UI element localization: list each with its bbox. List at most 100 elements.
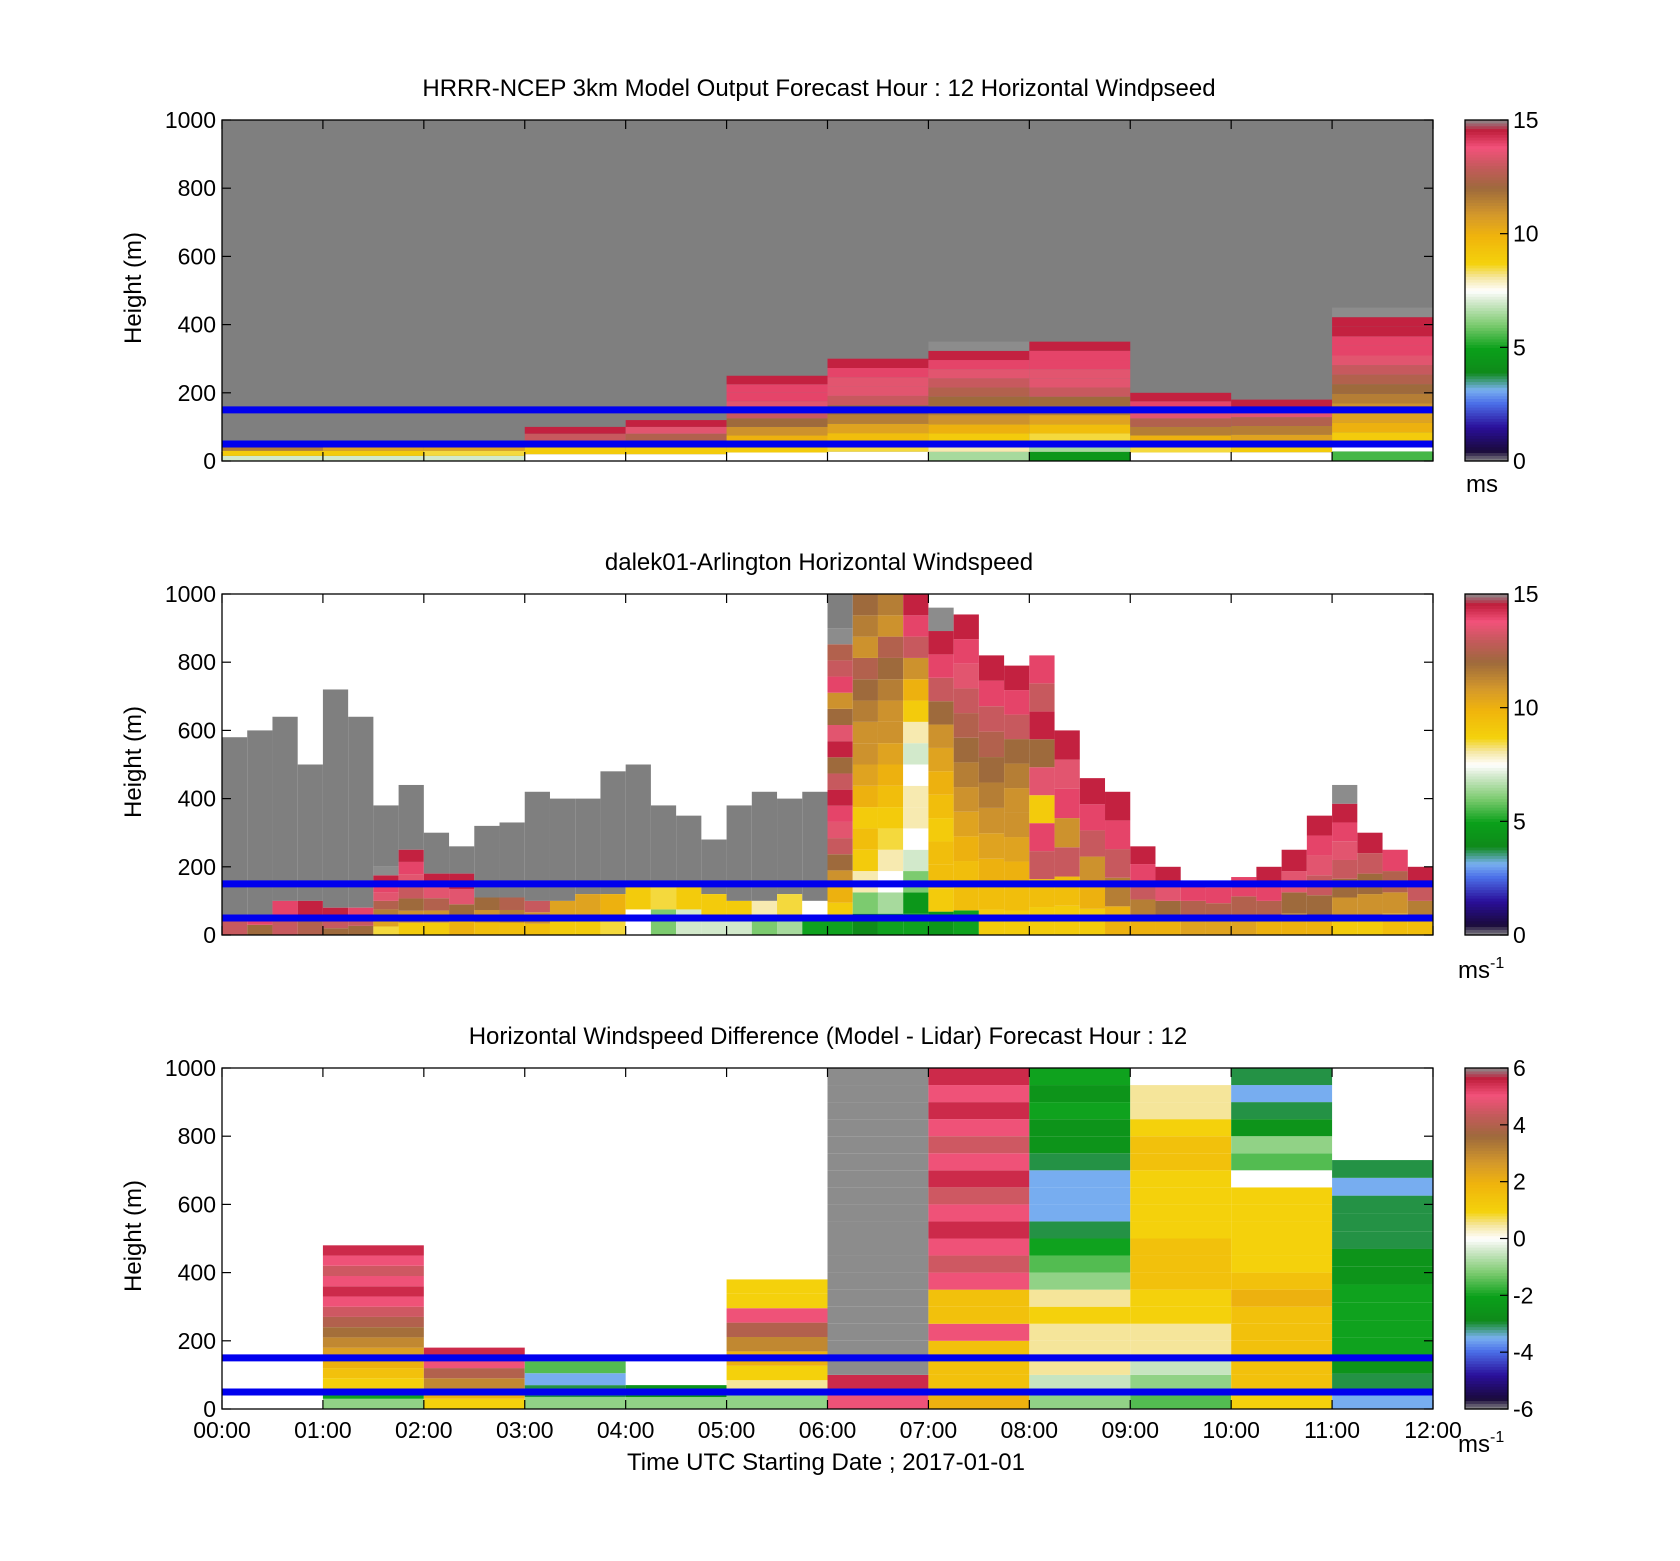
colorbar-segment: [1465, 1102, 1508, 1106]
colorbar-segment: [1465, 1349, 1508, 1353]
heatmap-cell: [1332, 784, 1358, 804]
lidar-gray-cell: [322, 689, 349, 908]
colorbar-segment: [1465, 426, 1508, 431]
heatmap-cell: [1332, 451, 1433, 461]
colorbar-segment: [1465, 364, 1508, 368]
lidar-gray-cell: [222, 737, 248, 915]
heatmap-cell: [928, 654, 954, 678]
heatmap-cell: [827, 1187, 929, 1205]
colorbar-segment: [1465, 293, 1508, 297]
heatmap-cell: [1231, 1187, 1333, 1205]
colorbar-segment: [1465, 795, 1508, 800]
y-tick-label: 600: [178, 717, 216, 743]
heatmap-cell: [978, 884, 1005, 910]
heatmap-cell: [1029, 1136, 1131, 1154]
colorbar-segment: [1465, 693, 1508, 697]
colorbar-segment: [1465, 1363, 1508, 1367]
heatmap-cell: [903, 849, 929, 872]
panel-model-ylabel: Height (m): [120, 232, 147, 344]
heatmap-cell: [1332, 1213, 1433, 1232]
heatmap-cell: [1105, 791, 1131, 821]
heatmap-cell: [423, 922, 450, 935]
heatmap-cell: [928, 451, 1030, 461]
colorbar-segment: [1465, 736, 1508, 740]
colorbar-segment: [1465, 338, 1508, 343]
colorbar-segment: [1465, 713, 1508, 717]
colorbar-segment: [1465, 755, 1508, 760]
colorbar-segment: [1465, 881, 1508, 885]
heatmap-cell: [777, 894, 803, 915]
colorbar-segment: [1465, 452, 1508, 456]
heatmap-cell: [1332, 897, 1358, 917]
heatmap-cell: [928, 724, 954, 748]
colorbar-segment: [1465, 137, 1508, 141]
heatmap-cell: [827, 708, 853, 726]
heatmap-cell: [1029, 1102, 1131, 1120]
colorbar-segment: [1465, 168, 1508, 172]
heatmap-cell: [827, 1136, 929, 1154]
heatmap-cell: [877, 594, 904, 616]
colorbar-segment: [1465, 1295, 1508, 1299]
colorbar-segment: [1465, 176, 1508, 181]
heatmap-cell: [322, 1368, 424, 1379]
y-tick-label: 1000: [165, 1055, 216, 1081]
heatmap-cell: [726, 435, 828, 444]
colorbar-segment: [1465, 812, 1508, 817]
heatmap-cell: [1231, 1085, 1333, 1103]
heatmap-cell: [322, 1378, 424, 1389]
colorbar-segment: [1465, 605, 1508, 609]
colorbar-segment: [1465, 358, 1508, 363]
heatmap-cell: [852, 615, 878, 637]
heatmap-cell: [625, 433, 727, 441]
colorbar-segment: [1465, 287, 1508, 292]
colorbar-segment: [1465, 1303, 1508, 1308]
heatmap-cell: [625, 447, 727, 455]
heatmap-cell: [1306, 855, 1333, 876]
heatmap-cell: [877, 828, 904, 850]
heatmap-cell: [827, 725, 853, 742]
heatmap-cell: [423, 455, 525, 461]
heatmap-cell: [398, 886, 424, 899]
heatmap-cell: [1004, 763, 1030, 789]
panel-lidar-title: dalek01-Arlington Horizontal Windspeed: [605, 549, 1033, 576]
colorbar-segment: [1465, 792, 1508, 797]
heatmap-cell: [827, 423, 929, 434]
colorbar-segment: [1465, 341, 1508, 346]
colorbar-segment: [1465, 429, 1508, 434]
colorbar-segment: [1465, 392, 1508, 397]
colorbar-segment: [1465, 1130, 1508, 1134]
heatmap-cell: [827, 886, 853, 903]
heatmap-cell: [1382, 892, 1408, 914]
colorbar-segment: [1465, 1229, 1508, 1234]
colorbar-segment: [1465, 903, 1508, 908]
colorbar-segment: [1465, 1340, 1508, 1345]
heatmap-cell: [726, 1279, 828, 1294]
heatmap-cell: [1231, 399, 1333, 409]
lidar-gray-cell: [449, 846, 475, 874]
lidar-gray-cell: [423, 832, 450, 874]
colorbar-segment: [1465, 372, 1508, 377]
colorbar-segment: [1465, 1232, 1508, 1237]
colorbar-segment: [1465, 1366, 1508, 1370]
colorbar-segment: [1465, 608, 1508, 612]
colorbar-segment: [1465, 613, 1508, 618]
colorbar-segment: [1465, 1170, 1508, 1174]
heatmap-cell: [549, 900, 576, 918]
heatmap-cell: [1130, 443, 1232, 453]
heatmap-cell: [928, 1289, 1030, 1307]
colorbar-segment: [1465, 142, 1508, 147]
heatmap-cell: [1231, 1136, 1333, 1154]
heatmap-cell: [373, 900, 399, 910]
heatmap-cell: [827, 838, 853, 855]
colorbar-segment: [1465, 1318, 1508, 1322]
colorbar-segment: [1465, 1247, 1508, 1251]
colorbar-segment: [1465, 1073, 1508, 1078]
lidar-gray-cell: [373, 805, 399, 867]
heatmap-cell: [928, 1255, 1030, 1273]
colorbar-segment: [1465, 798, 1508, 803]
colorbar-segment: [1465, 639, 1508, 643]
colorbar-tick-label: -6: [1513, 1396, 1533, 1422]
colorbar-segment: [1465, 1076, 1508, 1080]
heatmap-cell: [322, 445, 424, 451]
colorbar-segment: [1465, 1326, 1508, 1331]
